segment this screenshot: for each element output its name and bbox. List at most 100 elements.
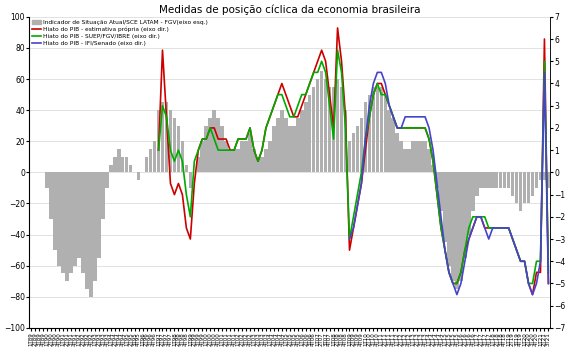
Bar bbox=[515, 172, 518, 203]
Bar bbox=[280, 110, 284, 172]
Bar bbox=[165, 103, 168, 172]
Bar bbox=[503, 172, 507, 188]
Bar bbox=[209, 118, 212, 172]
Bar bbox=[483, 172, 487, 188]
Bar bbox=[81, 172, 85, 273]
Bar bbox=[463, 172, 467, 258]
Bar bbox=[543, 172, 546, 180]
Bar bbox=[471, 172, 475, 211]
Bar bbox=[117, 149, 120, 172]
Bar bbox=[49, 172, 53, 219]
Bar bbox=[125, 157, 128, 172]
Bar bbox=[288, 126, 292, 172]
Bar bbox=[153, 141, 156, 172]
Bar bbox=[511, 172, 514, 196]
Bar bbox=[201, 141, 204, 172]
Bar bbox=[439, 172, 443, 211]
Bar bbox=[105, 172, 108, 188]
Bar bbox=[205, 126, 208, 172]
Bar bbox=[336, 79, 339, 172]
Bar bbox=[431, 164, 435, 172]
Bar bbox=[527, 172, 530, 203]
Bar bbox=[181, 141, 184, 172]
Bar bbox=[412, 141, 415, 172]
Bar bbox=[157, 110, 160, 172]
Bar bbox=[113, 157, 116, 172]
Bar bbox=[455, 172, 459, 289]
Bar bbox=[85, 172, 89, 289]
Bar bbox=[300, 110, 304, 172]
Bar bbox=[173, 118, 176, 172]
Bar bbox=[241, 141, 244, 172]
Bar bbox=[352, 133, 355, 172]
Bar bbox=[61, 172, 65, 273]
Bar bbox=[443, 172, 447, 242]
Bar bbox=[404, 149, 407, 172]
Bar bbox=[424, 141, 427, 172]
Bar bbox=[539, 172, 542, 180]
Bar bbox=[245, 141, 248, 172]
Bar bbox=[316, 79, 319, 172]
Bar bbox=[475, 172, 479, 196]
Bar bbox=[451, 172, 455, 281]
Bar bbox=[272, 126, 276, 172]
Bar bbox=[332, 87, 335, 172]
Bar bbox=[65, 172, 69, 281]
Bar bbox=[292, 126, 296, 172]
Bar bbox=[129, 164, 132, 172]
Title: Medidas de posição cíclica da economia brasileira: Medidas de posição cíclica da economia b… bbox=[159, 4, 421, 15]
Bar bbox=[312, 87, 315, 172]
Bar bbox=[531, 172, 534, 196]
Bar bbox=[364, 103, 367, 172]
Bar bbox=[348, 141, 351, 172]
Bar bbox=[177, 126, 180, 172]
Bar bbox=[221, 126, 224, 172]
Bar bbox=[467, 172, 471, 234]
Bar bbox=[213, 110, 216, 172]
Bar bbox=[145, 157, 148, 172]
Bar bbox=[296, 118, 300, 172]
Bar bbox=[408, 149, 411, 172]
Bar bbox=[97, 172, 101, 258]
Bar bbox=[237, 149, 240, 172]
Bar bbox=[459, 172, 463, 281]
Bar bbox=[340, 87, 343, 172]
Bar bbox=[547, 172, 550, 188]
Bar bbox=[495, 172, 499, 188]
Bar bbox=[197, 157, 200, 172]
Bar bbox=[77, 172, 81, 258]
Bar bbox=[169, 110, 172, 172]
Legend: Indicador de Situação Atual/SCE LATAM - FGV(eixo esq.), Hiato do PIB - estimativ: Indicador de Situação Atual/SCE LATAM - … bbox=[32, 20, 208, 46]
Bar bbox=[499, 172, 503, 188]
Bar bbox=[57, 172, 61, 266]
Bar bbox=[479, 172, 483, 188]
Bar bbox=[109, 164, 112, 172]
Bar bbox=[491, 172, 495, 188]
Bar bbox=[101, 172, 105, 219]
Bar bbox=[368, 94, 371, 172]
Bar bbox=[328, 87, 331, 172]
Bar bbox=[360, 118, 363, 172]
Bar bbox=[535, 172, 538, 188]
Bar bbox=[304, 103, 308, 172]
Bar bbox=[149, 149, 152, 172]
Bar bbox=[435, 172, 439, 188]
Bar bbox=[376, 87, 379, 172]
Bar bbox=[161, 103, 164, 172]
Bar bbox=[46, 172, 49, 188]
Bar bbox=[185, 164, 188, 172]
Bar bbox=[507, 172, 510, 188]
Bar bbox=[284, 118, 288, 172]
Bar bbox=[217, 118, 220, 172]
Bar bbox=[121, 157, 124, 172]
Bar bbox=[356, 126, 359, 172]
Bar bbox=[229, 149, 232, 172]
Bar bbox=[523, 172, 526, 203]
Bar bbox=[344, 110, 347, 172]
Bar bbox=[372, 87, 375, 172]
Bar bbox=[69, 172, 73, 273]
Bar bbox=[428, 149, 431, 172]
Bar bbox=[384, 94, 387, 172]
Bar bbox=[388, 110, 391, 172]
Bar bbox=[189, 172, 192, 188]
